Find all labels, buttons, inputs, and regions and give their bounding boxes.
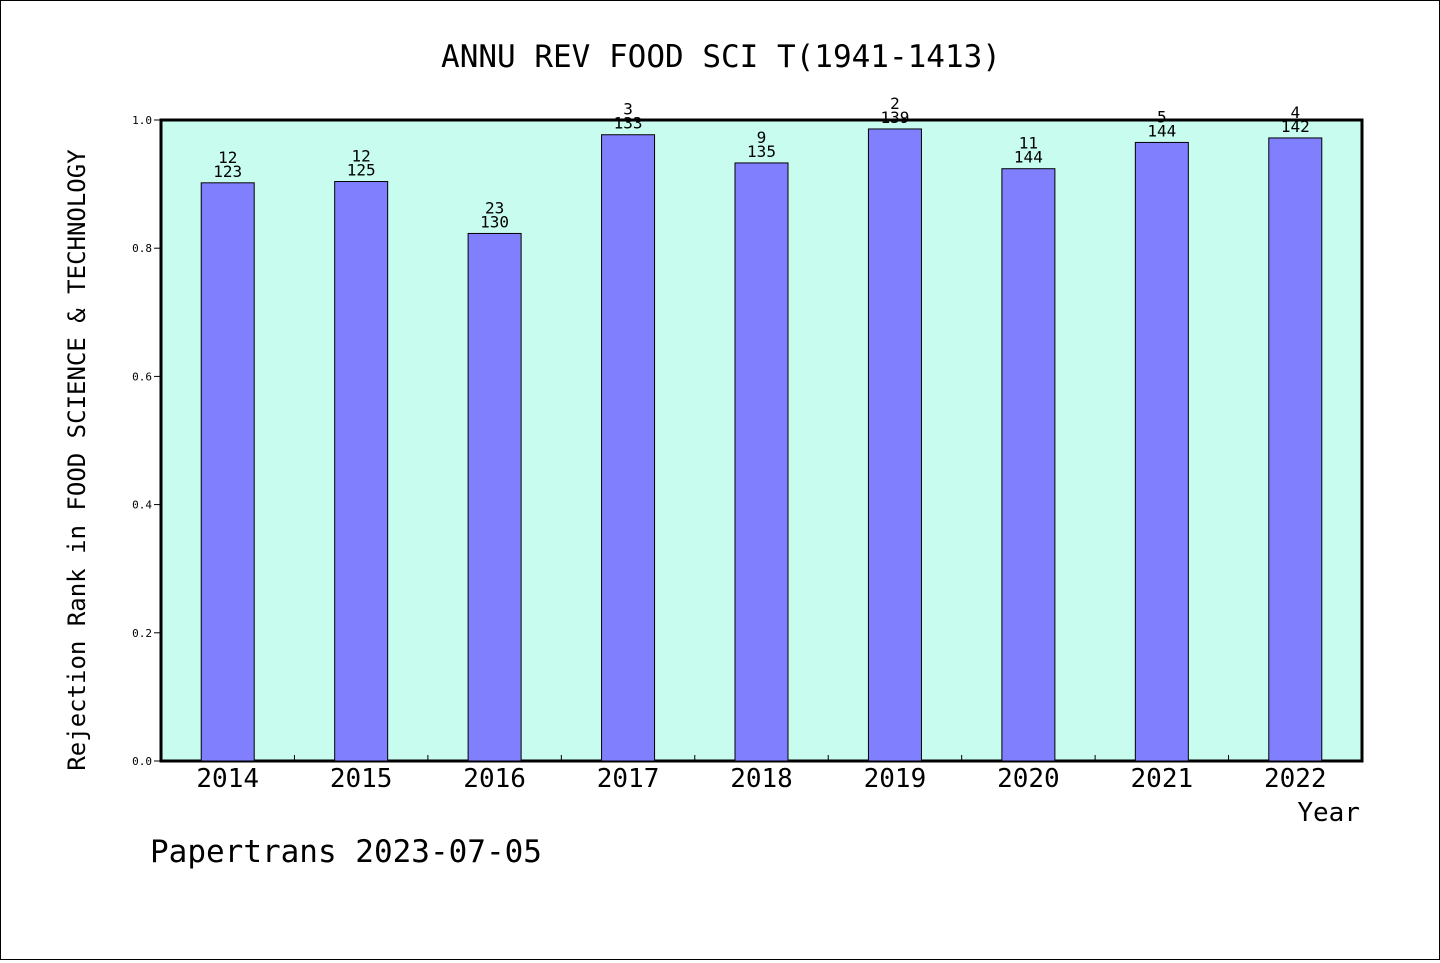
x-axis: 2014 2015 2016 2017 2018 2019 2020 2021 2022: [196, 755, 1327, 794]
x-tick-label: 2019: [864, 764, 927, 794]
bar: [867, 128, 922, 762]
bar: [601, 134, 656, 762]
chart-title: ANNU REV FOOD SCI T(1941-1413): [441, 39, 1001, 75]
bar: [467, 232, 522, 762]
y-tick-label: 1.0: [132, 114, 152, 127]
bar-total-label: 144: [1147, 121, 1176, 140]
y-tick-label: 0.0: [132, 755, 152, 768]
x-tick-label: 2017: [597, 764, 660, 794]
y-axis-label: Rejection Rank in FOOD SCIENCE & TECHNOL…: [63, 149, 91, 771]
bar-total-label: 135: [747, 142, 776, 161]
x-tick-label: 2021: [1131, 764, 1194, 794]
bar-rank-label: 5: [1157, 107, 1167, 126]
y-tick-label: 0.6: [132, 370, 152, 383]
x-tick-label: 2020: [997, 764, 1060, 794]
bar-total-label: 139: [880, 108, 909, 127]
x-tick-label: 2015: [330, 764, 393, 794]
y-axis: 0.0 0.2 0.4 0.6 0.8 1.0: [132, 114, 161, 768]
bar-rank-label: 4: [1290, 103, 1300, 122]
bar-total-label: 133: [614, 114, 643, 133]
bar-total-label: 125: [347, 161, 376, 180]
x-tick-label: 2022: [1264, 764, 1327, 794]
y-tick-label: 0.4: [132, 499, 152, 512]
bar: [734, 162, 789, 762]
bar-total-label: 123: [213, 162, 242, 181]
bar: [1001, 168, 1056, 762]
x-axis-label: Year: [1297, 798, 1360, 828]
bar-total-label: 130: [480, 212, 509, 231]
bar: [1268, 137, 1323, 762]
x-tick-label: 2018: [730, 764, 793, 794]
bar-rank-label: 9: [757, 128, 767, 147]
bar: [1134, 141, 1189, 762]
y-tick-label: 0.2: [132, 627, 152, 640]
bar-rank-label: 23: [485, 198, 504, 217]
bar-rank-label: 12: [352, 147, 371, 166]
bar-rank-label: 2: [890, 94, 900, 113]
x-tick-label: 2016: [463, 764, 526, 794]
bar: [334, 181, 389, 762]
footer-text: Papertrans 2023-07-05: [150, 834, 542, 870]
bar-rank-label: 11: [1019, 134, 1038, 153]
bar-total-label: 144: [1014, 148, 1043, 167]
x-tick-label: 2014: [196, 764, 259, 794]
bar-total-label: 142: [1281, 117, 1310, 136]
y-tick-label: 0.8: [132, 242, 152, 255]
bar: [200, 182, 255, 762]
bar-rank-label: 3: [623, 100, 633, 119]
bar-rank-label: 12: [218, 148, 237, 167]
